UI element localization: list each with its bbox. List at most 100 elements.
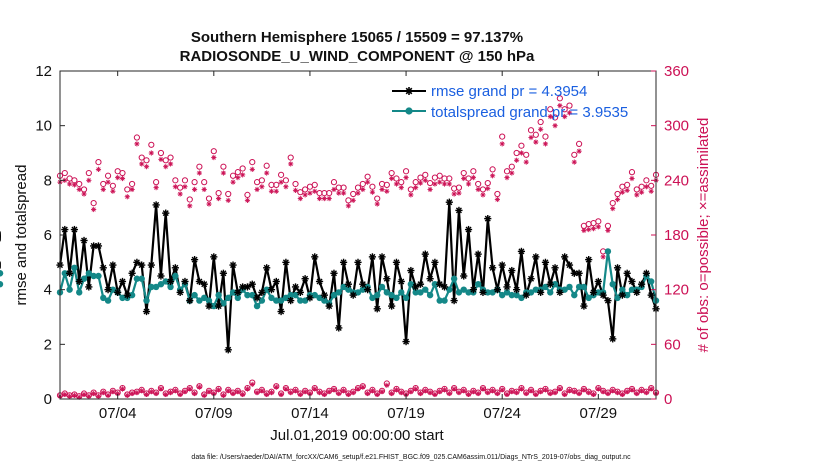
obs-assimilated-point [220,170,227,176]
y-axis-left: 0 2 4 6 8 10 12 [35,63,65,408]
rmse-point [147,261,155,269]
rmse-point [162,209,170,217]
rmse-point [580,302,588,310]
obs-possible-point [436,172,443,179]
rmse-point [80,236,88,245]
obs-assimilated-point [461,175,467,182]
obs-assimilated-point [206,201,212,207]
rmse-point [421,250,429,258]
obs-assimilated-point [355,190,361,196]
rmse-point [320,291,328,299]
obs-assimilated-point [514,390,520,396]
obs-possible-point [426,179,434,187]
plot-marks [0,95,660,400]
obs-assimilated-point [480,192,486,198]
obs-assimilated-point [427,186,433,193]
obs-assimilated-point [196,384,202,390]
totalspread-point [417,289,424,296]
obs-assimilated-point [538,126,544,132]
obs-assimilated-point [139,388,145,394]
y-tick-label: 6 [44,227,52,244]
obs-assimilated-point [533,391,539,398]
totalspread-point [100,294,107,302]
obs-assimilated-point [91,206,97,213]
legend-rmse-marker [405,87,413,95]
rmse-point [152,201,160,209]
y2-tick-label: 240 [664,172,689,189]
obs-assimilated-point [523,159,529,165]
obs-assimilated-point [619,189,625,195]
obs-assimilated-point [100,186,106,193]
rmse-point [431,258,439,266]
rmse-point [599,291,607,299]
rmse-point [296,288,304,296]
obs-assimilated-point [124,392,130,398]
obs-assimilated-point [374,391,380,398]
obs-possible-point [104,172,112,179]
totalspread-point [229,289,237,296]
obs-assimilated-point [360,186,366,193]
obs-assimilated-point [292,187,299,193]
obs-possible-point [95,159,102,166]
obs-possible-point [595,218,602,225]
obs-assimilated-point [312,386,318,392]
obs-assimilated-point [206,389,212,395]
totalspread-point [465,289,472,296]
obs-assimilated-point [278,179,284,185]
obs-possible-point [503,168,511,175]
obs-assimilated-point [240,391,246,398]
obs-assimilated-point [249,166,255,172]
totalspread-point [595,289,602,296]
obs-assimilated-point [163,391,169,398]
obs-possible-point [196,163,203,170]
legend: rmse grand pr = 4.3954 totalspread grand… [392,83,628,121]
rmse-point [248,280,256,288]
rmse-point [118,277,127,286]
rmse-point [210,253,218,261]
rmse-point [479,288,487,296]
rmse-point [239,283,247,291]
obs-assimilated-point [441,387,448,393]
obs-assimilated-point [91,390,97,397]
y-tick-label: 0 [44,391,52,408]
obs-assimilated-point [499,141,505,147]
rmse-point [623,269,631,277]
obs-assimilated-point [562,391,568,398]
obs-possible-point [383,181,390,188]
obs-possible-point [191,179,198,186]
obs-assimilated-point [177,391,183,398]
totalspread-point [455,289,463,296]
obs-assimilated-point [225,388,231,394]
rmse-point [613,264,622,272]
obs-possible-point [297,189,304,196]
rmse-point [575,269,583,277]
obs-assimilated-point [509,389,515,395]
rmse-point [383,275,391,283]
obs-assimilated-point [369,388,376,394]
rmse-point [335,324,343,332]
obs-assimilated-point [187,386,193,392]
obs-assimilated-point [340,190,347,196]
rmse-point [455,206,463,214]
rmse-point [359,280,367,288]
rmse-point [277,307,285,316]
rmse-point [330,269,338,277]
obs-assimilated-point [509,170,515,176]
totalspread-point [374,291,381,299]
obs-assimilated-point [67,393,73,399]
x-tick-label: 07/24 [483,405,521,422]
legend-rmse-star-icon [405,87,413,95]
totalspread-point [128,291,136,299]
rmse-point [224,346,232,354]
obs-assimilated-point [105,392,111,398]
totalspread-point [547,289,554,296]
obs-possible-point [148,141,155,148]
obs-possible-point [359,180,366,188]
obs-assimilated-point [518,386,525,392]
obs-assimilated-point [437,179,443,185]
obs-possible-point [561,106,568,113]
obs-possible-point [364,173,371,180]
obs-possible-point [287,154,294,161]
obs-assimilated-point [153,390,159,397]
totalspread-point [398,289,405,296]
